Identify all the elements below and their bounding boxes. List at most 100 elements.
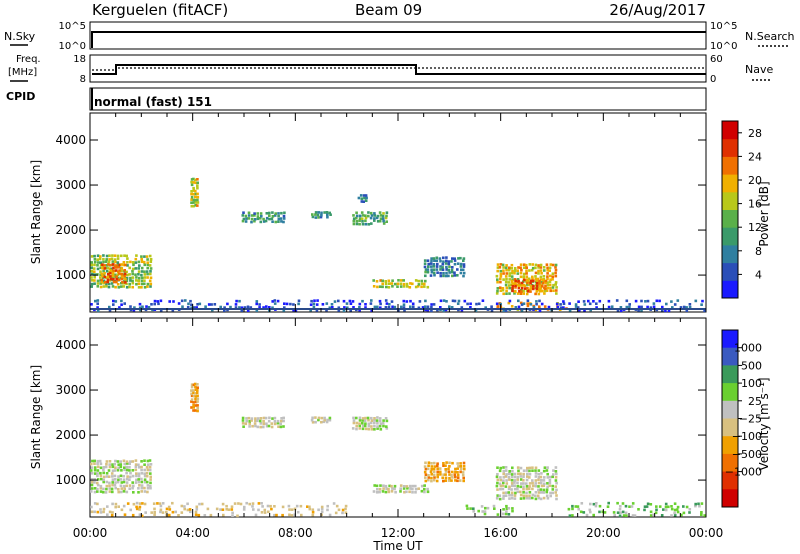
echo-cell [96, 299, 100, 302]
echo-cell [435, 265, 439, 268]
echo-cell [238, 306, 241, 309]
echo-cell [106, 278, 110, 282]
echo-cell [462, 461, 466, 465]
echo-cell [116, 460, 120, 463]
echo-cell [433, 461, 436, 465]
echo-cell [675, 508, 679, 511]
echo-cell [697, 502, 700, 506]
echo-cell [120, 469, 123, 472]
echo-cell [137, 260, 141, 264]
echo-cell [363, 424, 367, 428]
echo-cell [96, 472, 99, 475]
echo-cell [373, 214, 377, 217]
echo-cell [423, 282, 426, 286]
echo-cell [499, 272, 503, 276]
echo-cell [121, 280, 124, 284]
echo-cell [128, 282, 131, 286]
echo-cell [114, 502, 118, 506]
echo-cell [438, 467, 442, 470]
echo-cell [110, 257, 114, 261]
echo-cell [402, 279, 405, 282]
echo-cell [508, 497, 511, 500]
echo-cell [115, 280, 118, 284]
echo-cell [508, 470, 511, 473]
echo-cell [138, 276, 141, 280]
echo-cell [192, 391, 195, 395]
echo-cell [522, 280, 525, 283]
echo-cell [424, 270, 427, 274]
echo-cell [108, 279, 111, 282]
echo-cell [378, 487, 382, 491]
echo-cell [196, 394, 199, 398]
echo-cell [171, 308, 175, 312]
echo-cell [119, 460, 122, 463]
echo-cell [528, 469, 531, 473]
echo-cell [273, 299, 277, 302]
echo-cell [451, 461, 454, 465]
echo-cell [502, 469, 506, 473]
echo-cell [378, 419, 382, 423]
x-tick-label: 00:00 [689, 526, 724, 540]
echo-cell [655, 299, 659, 303]
echo-cell [528, 269, 531, 272]
echo-cell [408, 490, 411, 494]
echo-cell [496, 305, 500, 308]
echo-cell [99, 261, 102, 264]
echo-cell [445, 265, 448, 269]
echo-cell [125, 481, 129, 484]
echo-cell [369, 216, 373, 220]
echo-cell [526, 286, 529, 290]
echo-cell [281, 505, 285, 509]
echo-cell [134, 273, 137, 276]
echo-cell [527, 487, 531, 491]
echo-cell [539, 266, 543, 269]
echo-cell [426, 268, 430, 271]
echo-cell [131, 267, 135, 271]
echo-cell [676, 505, 680, 509]
echo-cell [321, 303, 325, 306]
echo-cell [538, 284, 542, 287]
echo-cell [91, 480, 94, 484]
echo-cell [355, 416, 358, 420]
echo-cell [297, 302, 300, 306]
echo-cell [159, 508, 163, 512]
echo-cell [640, 299, 643, 303]
echo-cell [504, 494, 508, 497]
echo-cell [192, 201, 195, 204]
echo-cell [385, 220, 388, 223]
echo-cell [519, 263, 523, 266]
echo-cell [96, 279, 100, 283]
echo-cell [149, 472, 152, 475]
echo-cell [108, 510, 112, 514]
echo-cell [273, 416, 277, 420]
echo-cell [462, 274, 465, 278]
echo-cell [454, 475, 457, 479]
echo-cell [116, 283, 120, 286]
echo-cell [511, 286, 514, 290]
echo-cell [369, 421, 373, 425]
echo-cell [510, 493, 514, 497]
echo-cell [516, 481, 519, 485]
echo-cell [432, 265, 436, 268]
cpid-panel [89, 87, 707, 111]
echo-cell [505, 479, 508, 482]
echo-cell [276, 299, 280, 303]
echo-cell [148, 264, 152, 267]
echo-cell [546, 485, 549, 489]
echo-cell [511, 484, 514, 488]
echo-cell [525, 485, 529, 488]
echo-cell [243, 505, 246, 509]
echo-cell [271, 417, 274, 420]
echo-cell [640, 309, 643, 312]
echo-cell [315, 309, 319, 312]
echo-cell [99, 487, 103, 490]
echo-cell [196, 409, 199, 413]
echo-cell [132, 502, 136, 506]
echo-cell [379, 306, 382, 309]
echo-cell [424, 268, 428, 271]
echo-cell [229, 305, 232, 309]
echo-cell [429, 470, 433, 473]
colorbar-segment [722, 418, 738, 437]
echo-cell [140, 484, 144, 487]
